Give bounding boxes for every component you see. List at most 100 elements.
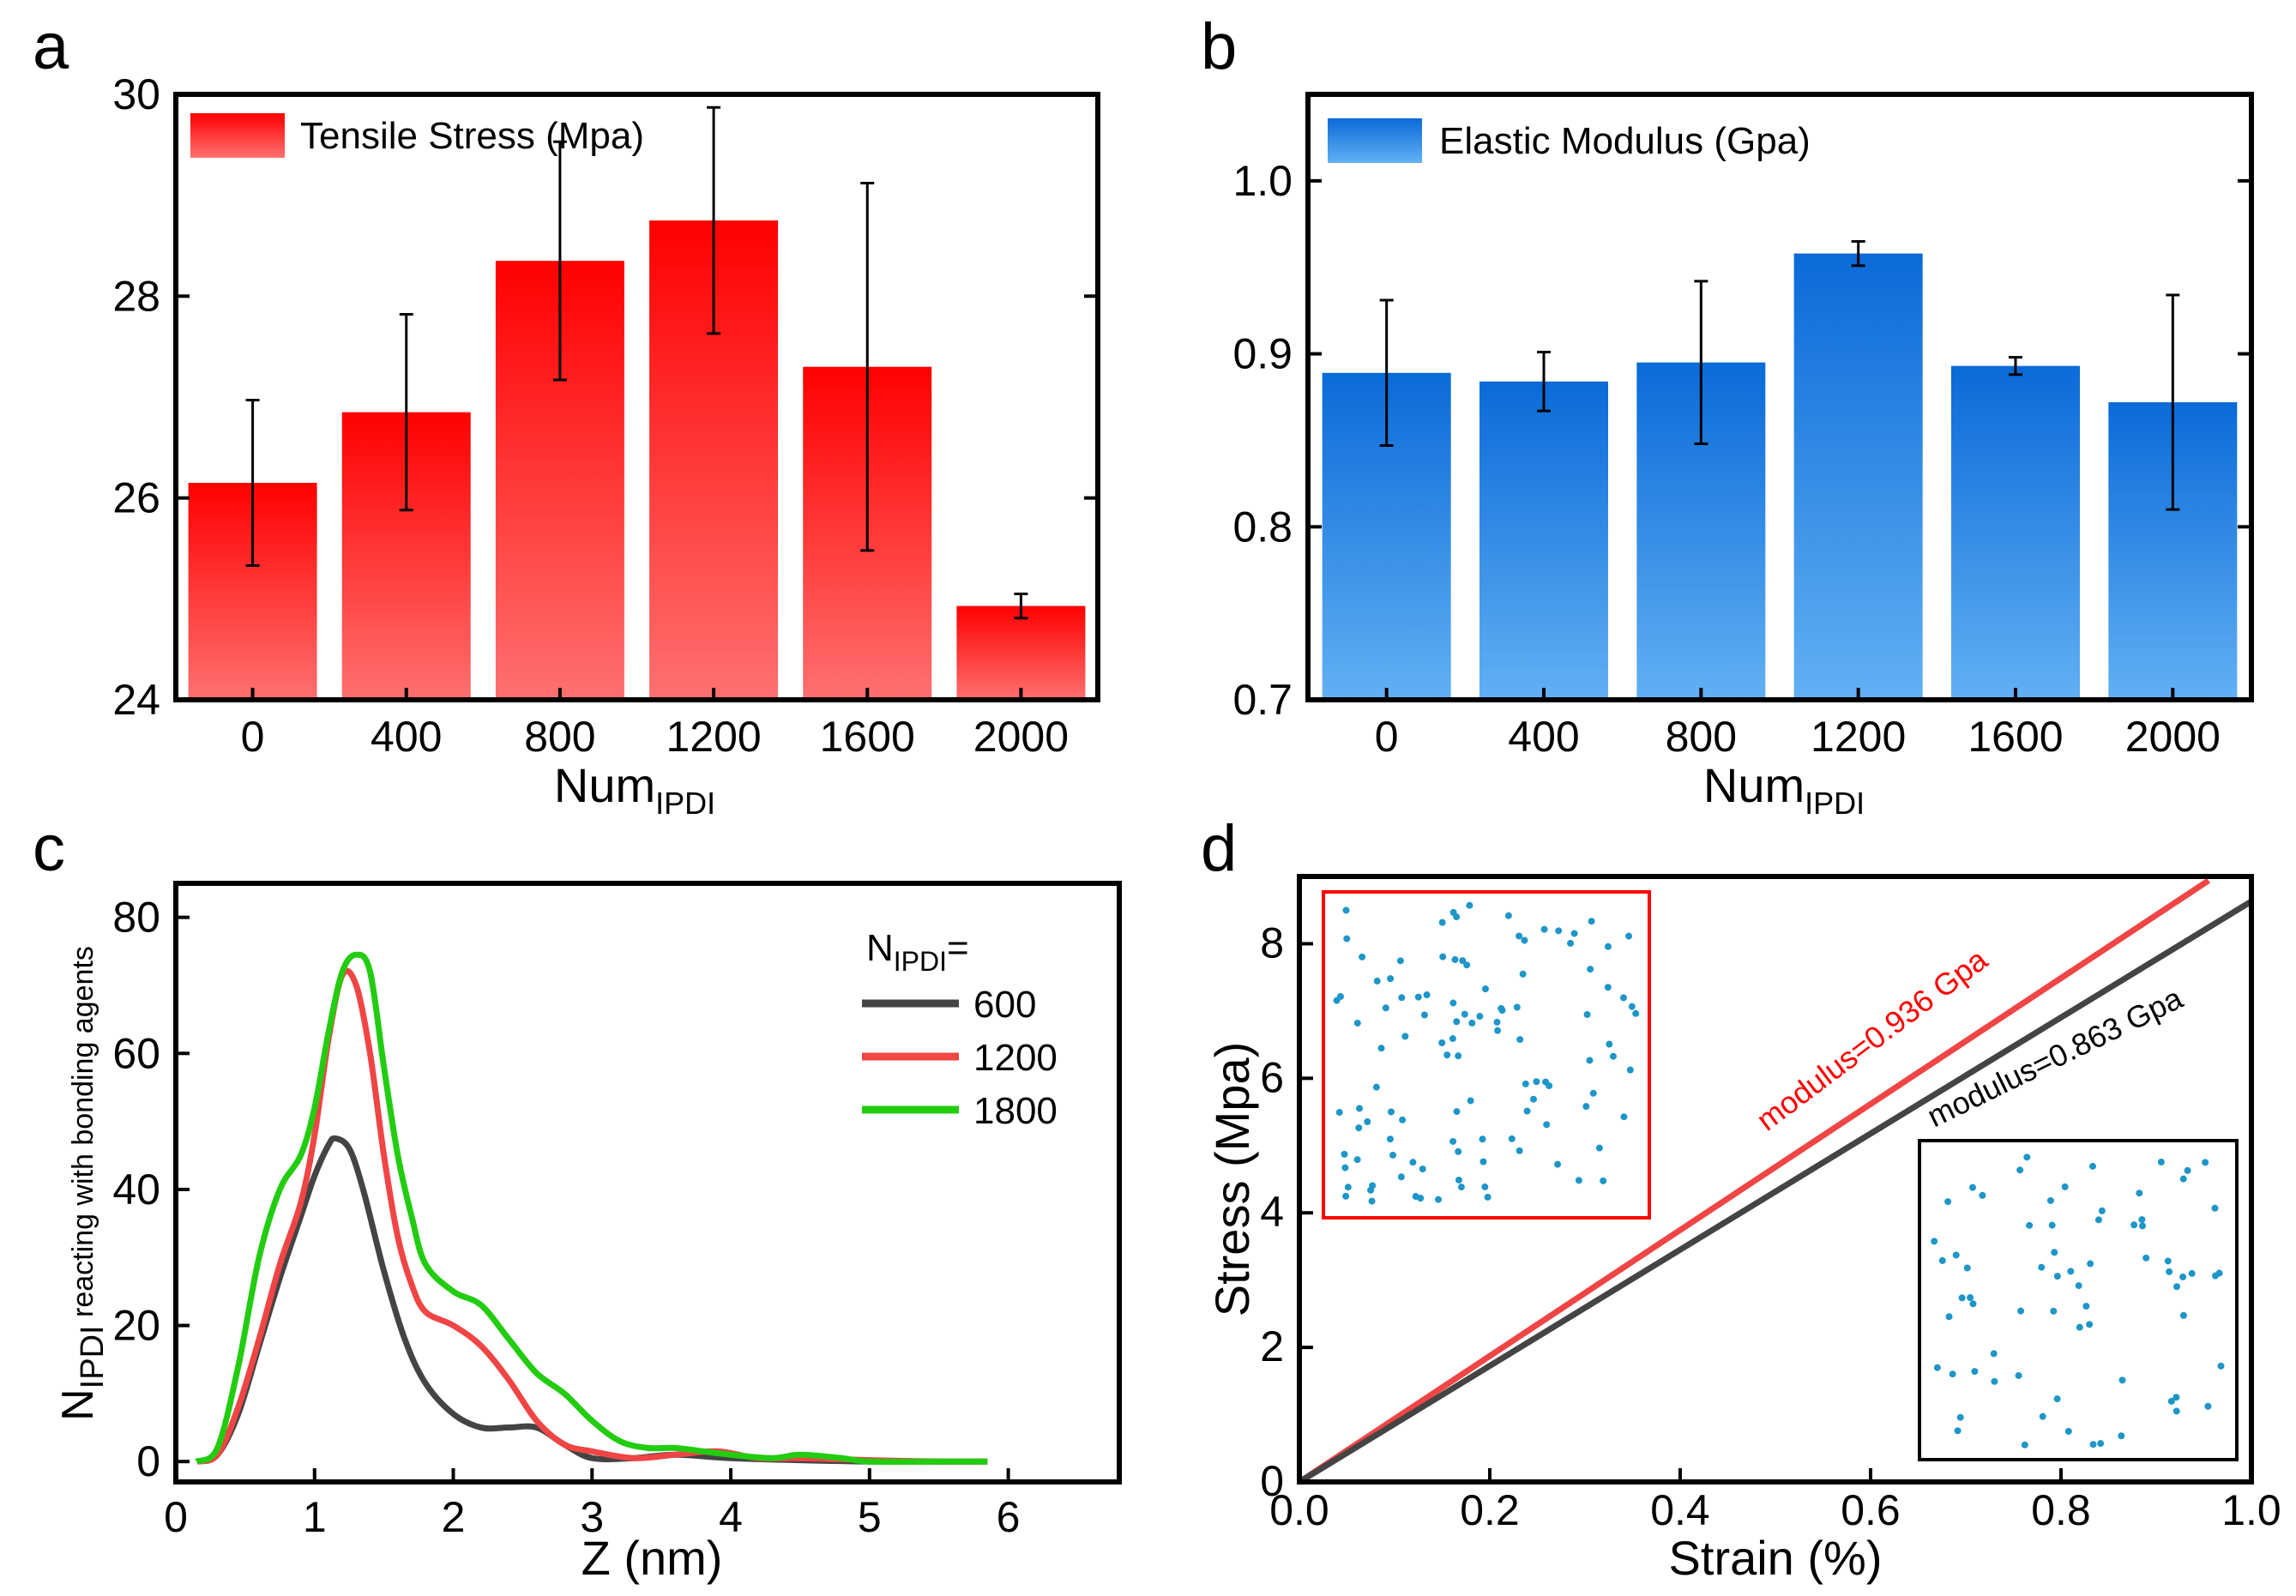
inset-dot [1423, 991, 1431, 999]
inset-dot [2136, 1189, 2143, 1197]
inset-dot [1625, 932, 1633, 940]
inset-dot [1567, 939, 1575, 947]
inset-dot [1600, 1177, 1607, 1184]
inset-dot [2142, 1254, 2150, 1262]
inset-dot [1419, 1165, 1426, 1173]
x-tick-label: 0.6 [1841, 1486, 1901, 1534]
x-tick-label: 800 [1666, 713, 1737, 761]
inset-dot [1401, 1033, 1409, 1040]
inset-dot [1479, 1135, 1486, 1143]
inset-dot [1543, 1121, 1551, 1129]
plot-frame-d [1297, 874, 2254, 1485]
x-tick-label: 5 [858, 1493, 882, 1541]
inset-dot [1938, 1256, 1946, 1264]
inset-dot [2064, 1428, 2072, 1436]
inset-dot [2053, 1273, 2061, 1280]
x-ticks-b: 0 400 800 1200 1600 2000 [1375, 688, 2221, 761]
inset-dot [1529, 1095, 1537, 1103]
chart-panel-a: 24 26 28 30 0 400 800 1200 1600 2000 Tensile Str… [112, 70, 1100, 821]
inset-dot [1628, 1003, 1636, 1010]
inset-dot [1519, 970, 1527, 978]
inset-dot [2089, 1441, 2097, 1448]
inset-dot [2026, 1221, 2034, 1229]
inset-dot [1587, 966, 1594, 973]
panel-letter-c: c [33, 812, 65, 885]
legend-c: NIPDI= 600 1200 1800 [862, 927, 1058, 1132]
inset-dot [2118, 1432, 2125, 1440]
inset-dot [1453, 1108, 1461, 1116]
inset-dot [2082, 1303, 2090, 1310]
inset-dot [1439, 953, 1447, 961]
x-ticks-a: 0 400 800 1200 1600 2000 [241, 688, 1069, 761]
inset-dot [1570, 930, 1578, 937]
y-tick-label: 1.0 [1232, 157, 1293, 205]
panel-letter-a: a [33, 10, 69, 83]
inset-dot [1398, 994, 1406, 1002]
plot-frame-c [173, 881, 1122, 1485]
inset-dot [2164, 1257, 2172, 1265]
inset-dot [1484, 1193, 1491, 1201]
inset-dot [1533, 1078, 1540, 1086]
inset-dot [1449, 1137, 1457, 1145]
inset-dot [1417, 1195, 1425, 1202]
x-tick-label: 2000 [973, 713, 1069, 761]
x-tick-label: 6 [997, 1493, 1021, 1541]
inset-dot [1944, 1198, 1952, 1206]
inset-red [1322, 890, 1651, 1220]
inset-dot [2179, 1273, 2187, 1280]
inset-dot [1372, 1083, 1380, 1091]
inset-dot [1455, 1176, 1462, 1183]
inset-dot [1461, 1010, 1468, 1018]
inset-dot [1969, 1300, 1977, 1308]
inset-dot [1396, 957, 1404, 965]
inset-dot [1582, 1103, 1590, 1111]
series-line-1800 [195, 951, 988, 1465]
inset-dot [1516, 932, 1523, 940]
inset-dot [2023, 1153, 2031, 1161]
x-axis-label-sub-b: IPDI [1805, 786, 1865, 821]
plot-frame-a [173, 92, 1100, 702]
inset-dot [1387, 975, 1395, 983]
inset-dot [2138, 1216, 2146, 1224]
x-axis-label-main-a: Num [554, 758, 655, 812]
inset-dot [1554, 1160, 1562, 1168]
legend-title-suffix-c: = [947, 927, 969, 969]
inset-dot [1516, 1147, 1523, 1154]
inset-dot [1449, 1035, 1456, 1043]
inset-dot [1504, 912, 1512, 919]
x-tick-label: 1600 [820, 713, 915, 761]
inset-dot [2061, 1183, 2069, 1190]
inset-dot [1451, 955, 1459, 963]
inset-dot [1542, 1078, 1550, 1086]
inset-dot [1455, 1147, 1462, 1155]
y-tick-label: 30 [112, 70, 160, 118]
x-tick-label: 1200 [1811, 713, 1906, 761]
inset-dot [2211, 1204, 2219, 1212]
x-ticks-c: 0 1 2 3 4 5 6 [164, 1468, 1020, 1541]
inset-dot [2202, 1159, 2209, 1166]
inset-dot [1945, 1313, 1953, 1321]
inset-dot [1435, 1195, 1443, 1203]
inset-dot [2157, 1158, 2165, 1165]
inset-dot [2016, 1166, 2024, 1174]
inset-dot [1449, 999, 1457, 1007]
inset-dot [2130, 1221, 2138, 1229]
lines-d [1298, 877, 2253, 1485]
legend-b: Elastic Modulus (Gpa) [1328, 118, 1811, 163]
inset-dot [2039, 1412, 2046, 1420]
inset-dot [2038, 1263, 2046, 1271]
inset-dot [1367, 1186, 1375, 1194]
x-axis-label-c: Z (nm) [582, 1531, 723, 1585]
legend-items-c: 600 1200 1800 [862, 984, 1058, 1132]
inset-dot [2167, 1397, 2175, 1405]
y-tick-label: 20 [112, 1302, 160, 1350]
y-tick-label: 0.8 [1232, 503, 1293, 551]
y-axis-label-c: NIPDI reacting with bonding agents [53, 946, 111, 1421]
x-ticks-d: 0.0 0.2 0.4 0.6 0.8 1.0 [1269, 1468, 2281, 1534]
series-line-1200 [196, 967, 988, 1465]
inset-dot [1521, 937, 1528, 944]
inset-dot [1606, 1040, 1613, 1048]
inset-dot [1481, 985, 1489, 993]
inset-dot [2097, 1440, 2105, 1448]
